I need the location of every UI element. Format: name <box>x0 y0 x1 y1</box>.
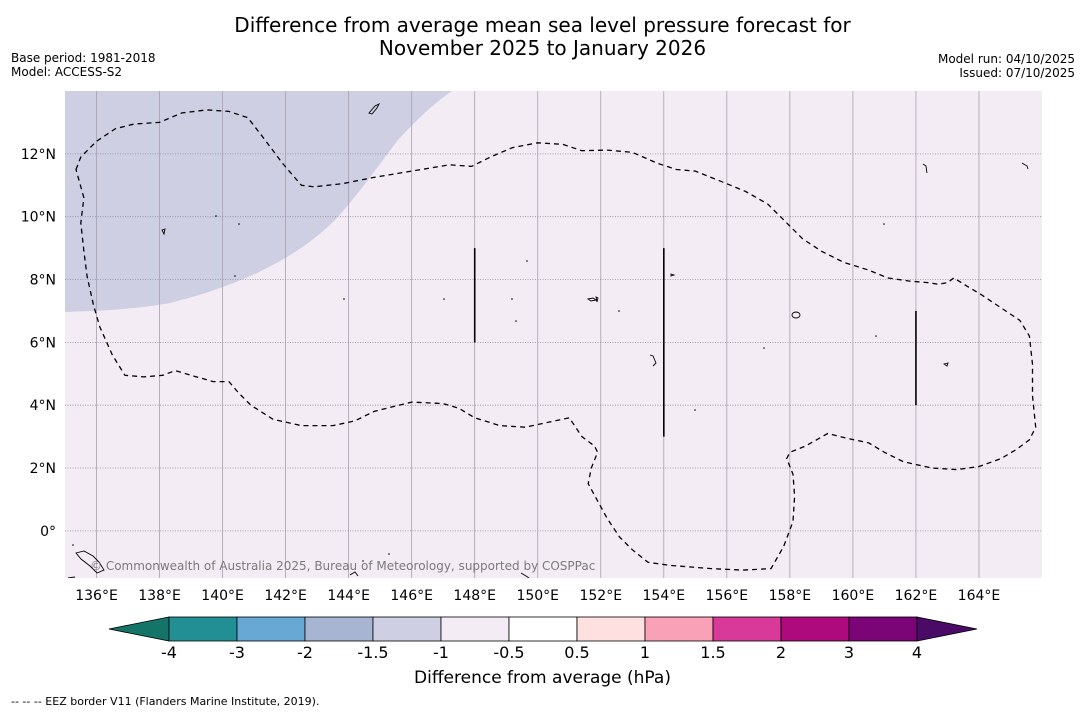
island <box>942 362 949 367</box>
longitude-label: 154°E <box>643 588 686 604</box>
pressure-anomaly-region <box>65 91 452 312</box>
colorbar-tick-label: 1 <box>639 643 651 662</box>
colorbar-tick-label: -3 <box>229 643 245 662</box>
longitude-label: 152°E <box>579 588 622 604</box>
colorbar-tick-label: -0.5 <box>493 643 525 662</box>
colorbar-bin <box>440 616 510 642</box>
colorbar-bin <box>304 616 374 642</box>
longitude-label: 160°E <box>832 588 875 604</box>
island <box>161 228 166 236</box>
metadata-left: Base period: 1981-2018 Model: ACCESS-S2 <box>11 51 156 79</box>
longitude-label: 146°E <box>390 588 433 604</box>
map-title: Difference from average mean sea level p… <box>0 14 1085 60</box>
latitude-labels: 12°N 10°N 8°N 6°N 4°N 2°N 0° <box>21 147 56 540</box>
colorbar-bin <box>236 616 306 642</box>
issued-text: Issued: 07/10/2025 <box>959 66 1075 80</box>
island <box>791 311 801 319</box>
colorbar-tick-label: -1.5 <box>357 643 389 662</box>
colorbar-tick-label: -4 <box>161 643 177 662</box>
latitude-label: 6°N <box>30 335 56 351</box>
colorbar-bin <box>644 616 714 642</box>
colorbar-tick-label: -2 <box>297 643 313 662</box>
footnote: -- -- -- EEZ border V11 (Flanders Marine… <box>11 695 320 708</box>
colorbar-bin <box>372 616 442 642</box>
colorbar-bin <box>712 616 782 642</box>
model-text: Model: ACCESS-S2 <box>11 65 123 79</box>
island-png <box>75 550 105 574</box>
colorbar-bin <box>168 616 238 642</box>
attribution-text: © Commonwealth of Australia 2025, Bureau… <box>90 559 595 573</box>
eez-boundary-line <box>75 109 1037 571</box>
longitude-label: 150°E <box>516 588 559 604</box>
colorbar-tick-label: 3 <box>843 643 855 662</box>
longitude-label: 138°E <box>138 588 181 604</box>
latitude-label: 8°N <box>30 273 56 289</box>
island <box>1021 162 1029 170</box>
base-period-text: Base period: 1981-2018 <box>11 51 156 65</box>
island-guam <box>368 102 381 115</box>
model-run-text: Model run: 04/10/2025 <box>937 52 1075 66</box>
island <box>595 296 599 303</box>
island <box>586 297 598 302</box>
colorbar-tick-label: 4 <box>911 643 923 662</box>
colorbar-extend-low <box>108 616 170 642</box>
colorbar-bin <box>576 616 646 642</box>
island <box>520 572 530 578</box>
colorbar <box>108 616 978 642</box>
title-line-1: Difference from average mean sea level p… <box>234 13 851 37</box>
graticule <box>65 91 1042 578</box>
colorbar-bin <box>508 616 578 642</box>
title-line-2: November 2025 to January 2026 <box>378 36 707 60</box>
island <box>922 163 928 174</box>
colorbar-extend-high <box>916 616 978 642</box>
latitude-label: 2°N <box>30 461 56 477</box>
island <box>349 571 359 577</box>
longitude-label: 158°E <box>769 588 812 604</box>
longitude-label: 148°E <box>453 588 496 604</box>
islands <box>67 102 1029 578</box>
longitude-label: 164°E <box>958 588 1001 604</box>
latitude-label: 10°N <box>21 210 56 226</box>
island <box>649 354 657 367</box>
latitude-label: 12°N <box>21 147 56 163</box>
colorbar-tick-label: 1.5 <box>700 643 726 662</box>
colorbar-label: Difference from average (hPa) <box>414 668 671 688</box>
longitude-label: 136°E <box>75 588 118 604</box>
longitude-labels: 136°E 138°E 140°E 142°E 144°E 146°E 148°E 150°E… <box>75 588 1000 604</box>
eez-border <box>75 109 1037 571</box>
island <box>67 576 76 578</box>
colorbar-bin <box>848 616 918 642</box>
longitude-label: 144°E <box>327 588 370 604</box>
atolls <box>72 215 885 562</box>
colorbar-tick-label: 0.5 <box>564 643 590 662</box>
island <box>670 273 676 277</box>
longitude-label: 162°E <box>895 588 938 604</box>
colorbar-bin <box>780 616 850 642</box>
metadata-right: Model run: 04/10/2025 Issued: 07/10/2025 <box>938 52 1075 80</box>
longitude-label: 140°E <box>201 588 244 604</box>
colorbar-tick-label: -1 <box>433 643 449 662</box>
longitude-label: 142°E <box>264 588 307 604</box>
latitude-label: 4°N <box>30 398 56 414</box>
colorbar-tick-label: 2 <box>775 643 787 662</box>
longitude-label: 156°E <box>706 588 749 604</box>
latitude-label: 0° <box>40 524 56 540</box>
